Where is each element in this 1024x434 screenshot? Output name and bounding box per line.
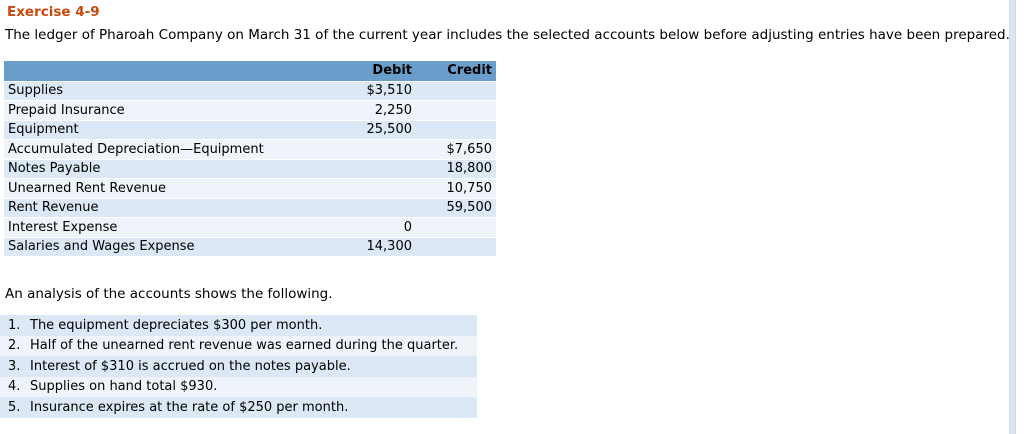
account-name: Interest Expense: [4, 217, 328, 238]
table-row: Supplies $3,510: [4, 81, 496, 101]
table-row: Prepaid Insurance 2,250: [4, 100, 496, 121]
list-item: 3. Interest of $310 is accrued on the no…: [0, 356, 477, 377]
credit-value: $7,650: [416, 139, 496, 160]
debit-column-header: Debit: [328, 61, 416, 82]
debit-value: [328, 178, 416, 199]
ledger-table-body: Supplies $3,510 Prepaid Insurance 2,250 …: [4, 81, 496, 257]
credit-value: [416, 237, 496, 257]
list-item-number: 4.: [8, 379, 21, 395]
vertical-scrollbar-track[interactable]: [1009, 0, 1016, 434]
credit-value: 10,750: [416, 178, 496, 199]
account-name: Rent Revenue: [4, 198, 328, 218]
credit-value: [416, 217, 496, 238]
credit-value: 18,800: [416, 159, 496, 179]
account-name: Accumulated Depreciation—Equipment: [4, 139, 328, 160]
list-item-text: Insurance expires at the rate of $250 pe…: [30, 399, 349, 415]
account-name: Prepaid Insurance: [4, 100, 328, 121]
intro-text: The ledger of Pharoah Company on March 3…: [5, 27, 1010, 43]
account-name: Unearned Rent Revenue: [4, 178, 328, 199]
table-row: Rent Revenue 59,500: [4, 198, 496, 218]
credit-value: [416, 100, 496, 121]
debit-value: 25,500: [328, 120, 416, 140]
exercise-title: Exercise 4-9: [7, 4, 100, 20]
list-item-text: The equipment depreciates $300 per month…: [30, 317, 323, 333]
ledger-table: Debit Credit Supplies $3,510 Prepaid Ins…: [4, 61, 496, 257]
list-item-number: 3.: [8, 358, 21, 374]
debit-value: [328, 139, 416, 160]
credit-value: [416, 81, 496, 101]
credit-column-header: Credit: [416, 61, 496, 82]
list-item: 2. Half of the unearned rent revenue was…: [0, 335, 477, 356]
account-name: Supplies: [4, 81, 328, 101]
list-item-text: Supplies on hand total $930.: [30, 379, 218, 395]
table-row: Interest Expense 0: [4, 217, 496, 238]
account-column-header: [4, 61, 328, 82]
debit-value: [328, 159, 416, 179]
debit-value: 0: [328, 217, 416, 238]
debit-value: $3,510: [328, 81, 416, 101]
table-header-row: Debit Credit: [4, 61, 496, 82]
list-item-number: 2.: [8, 338, 21, 354]
account-name: Salaries and Wages Expense: [4, 237, 328, 257]
credit-value: [416, 120, 496, 140]
table-row: Equipment 25,500: [4, 120, 496, 140]
list-item: 4. Supplies on hand total $930.: [0, 376, 477, 397]
list-item-text: Half of the unearned rent revenue was ea…: [30, 338, 459, 354]
list-item: 1. The equipment depreciates $300 per mo…: [0, 315, 477, 336]
debit-value: 2,250: [328, 100, 416, 121]
list-item: 5. Insurance expires at the rate of $250…: [0, 397, 477, 418]
debit-value: 14,300: [328, 237, 416, 257]
debit-value: [328, 198, 416, 218]
table-row: Unearned Rent Revenue 10,750: [4, 178, 496, 199]
account-name: Notes Payable: [4, 159, 328, 179]
list-item-number: 5.: [8, 399, 21, 415]
account-name: Equipment: [4, 120, 328, 140]
table-row: Salaries and Wages Expense 14,300: [4, 237, 496, 257]
analysis-heading: An analysis of the accounts shows the fo…: [5, 286, 333, 302]
list-item-text: Interest of $310 is accrued on the notes…: [30, 358, 351, 374]
credit-value: 59,500: [416, 198, 496, 218]
list-item-number: 1.: [8, 317, 21, 333]
analysis-list: 1. The equipment depreciates $300 per mo…: [0, 315, 477, 418]
table-row: Notes Payable 18,800: [4, 159, 496, 179]
table-row: Accumulated Depreciation—Equipment $7,65…: [4, 139, 496, 160]
